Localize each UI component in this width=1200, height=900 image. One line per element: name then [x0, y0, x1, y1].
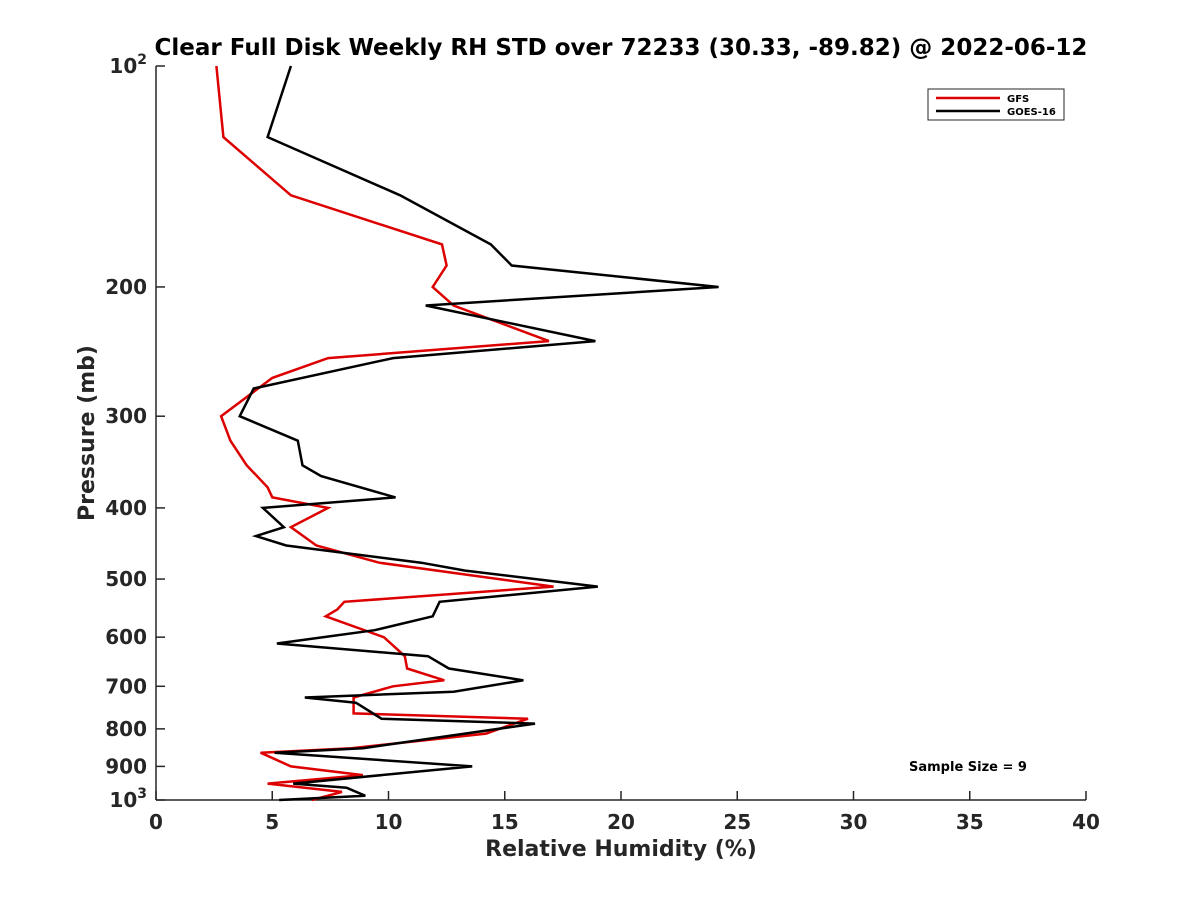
y-tick-label: 500 [105, 567, 147, 591]
series-line-goes-16 [237, 65, 719, 802]
y-tick-label: 200 [105, 275, 147, 299]
x-tick-label: 20 [607, 810, 635, 834]
x-tick-label: 10 [375, 810, 403, 834]
legend-label-goes-16: GOES-16 [1007, 107, 1056, 118]
x-tick-label: 40 [1072, 810, 1100, 834]
x-tick-label: 25 [723, 810, 751, 834]
y-axis-ticks: 102 200 300 400 500 600 700 800 900 103 [105, 52, 165, 812]
y-tick-label: 103 [109, 786, 147, 812]
y-tick-label: 400 [105, 496, 147, 520]
y-tick-label: 102 [109, 52, 147, 78]
chart-title: Clear Full Disk Weekly RH STD over 72233… [155, 35, 1088, 61]
x-tick-label: 0 [149, 810, 163, 834]
y-tick-label: 800 [105, 717, 147, 741]
series-layer [215, 65, 719, 802]
x-tick-label: 35 [956, 810, 984, 834]
x-tick-label: 5 [265, 810, 279, 834]
y-tick-label: 700 [105, 674, 147, 698]
y-tick-label: 300 [105, 404, 147, 428]
x-tick-label: 30 [840, 810, 868, 834]
legend: GFS GOES-16 [927, 88, 1065, 121]
y-axis-label: Pressure (mb) [75, 345, 100, 521]
x-tick-label: 15 [491, 810, 519, 834]
x-axis-label: Relative Humidity (%) [485, 837, 757, 862]
legend-label-gfs: GFS [1007, 94, 1029, 105]
y-tick-label: 900 [105, 754, 147, 778]
y-tick-label: 600 [105, 625, 147, 649]
sample-size-annotation: Sample Size = 9 [909, 760, 1027, 775]
legend-box [927, 88, 1065, 121]
x-axis-ticks: 0 5 10 15 20 25 30 35 40 [149, 791, 1100, 834]
